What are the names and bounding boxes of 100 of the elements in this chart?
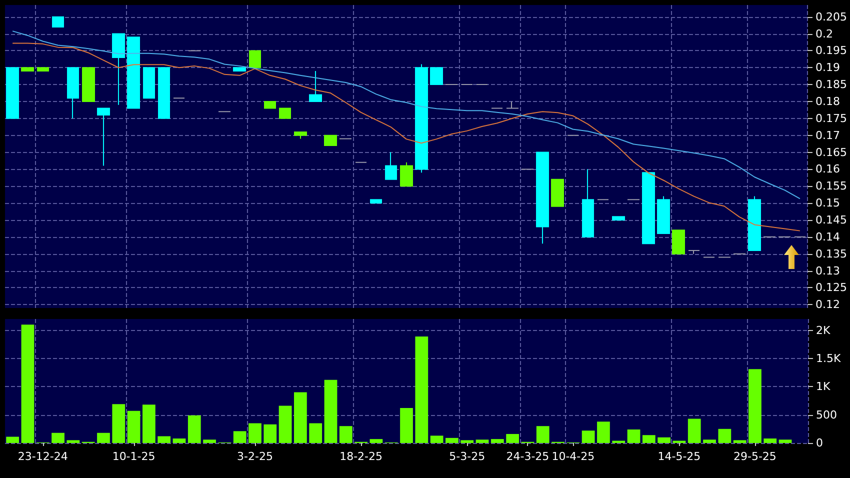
y-tick-label: 1.5K (816, 352, 842, 365)
bar (536, 426, 550, 443)
candlestick (6, 67, 19, 119)
candlestick (82, 67, 95, 102)
bar (66, 440, 80, 443)
candlestick (249, 50, 261, 68)
bar (264, 424, 277, 443)
y-tick-label: 0.195 (816, 44, 848, 58)
candlestick (21, 67, 34, 72)
bar (748, 369, 762, 443)
bar (430, 436, 444, 443)
bar (52, 432, 64, 443)
bar (490, 439, 504, 443)
bar (294, 392, 307, 443)
y-tick-label: 0.16 (816, 162, 840, 176)
y-tick-label: 0.175 (816, 112, 848, 125)
y-tick-label: 0.205 (816, 10, 848, 24)
bar (582, 430, 595, 443)
line-series (12, 30, 800, 200)
bar (642, 435, 656, 443)
candlestick (143, 67, 155, 99)
candlestick (612, 216, 625, 220)
bar (688, 418, 701, 443)
bar (142, 404, 156, 443)
bar (309, 423, 322, 443)
x-tick-label: 23-12-24 (18, 450, 68, 463)
x-tick-label: 14-5-25 (658, 450, 701, 463)
candlestick (37, 67, 49, 72)
y-tick-label: 0.14 (816, 230, 840, 244)
candlestick (688, 250, 700, 254)
candlestick (127, 36, 140, 109)
y-tick-label: 500 (816, 408, 837, 422)
y-tick-label: 0.17 (816, 128, 840, 142)
y-tick-label: 0.12 (816, 298, 840, 312)
bar (733, 440, 746, 443)
candlestick (536, 152, 549, 244)
candlestick (430, 67, 443, 86)
candlestick (158, 67, 170, 119)
bar (703, 440, 716, 443)
candlestick (385, 152, 397, 180)
bar (278, 406, 292, 443)
bar (764, 438, 777, 443)
x-tick-label: 18-2-25 (340, 450, 383, 463)
bar (324, 380, 338, 443)
bar (158, 436, 171, 443)
candlestick (279, 108, 291, 119)
bar (188, 415, 201, 443)
bar (658, 437, 671, 443)
candlestick (506, 100, 519, 109)
candlestick (370, 199, 382, 204)
y-tick-label: 0.165 (816, 146, 848, 159)
candlestick (415, 64, 428, 174)
bar (778, 440, 792, 443)
x-tick-label: 10-4-25 (552, 450, 595, 463)
bar (172, 438, 186, 443)
bar (248, 423, 262, 443)
bar (597, 422, 610, 443)
candlestick (642, 172, 655, 244)
candlestick (233, 67, 246, 72)
y-tick-label: 0 (816, 436, 823, 450)
candlestick (672, 230, 685, 254)
line-series (12, 42, 800, 232)
y-tick-label: 0.185 (816, 78, 848, 92)
bar (6, 436, 20, 443)
x-tick-label: 3-2-25 (237, 450, 273, 463)
candlestick (97, 108, 110, 166)
bar (476, 440, 489, 443)
x-tick-label: 24-3-25 (506, 450, 550, 463)
candlestick (657, 196, 670, 234)
y-tick-label: 0.19 (816, 61, 840, 74)
y-tick-label: 0.135 (816, 247, 848, 260)
candlestick (582, 168, 594, 238)
y-tick-label: 1K (816, 380, 831, 394)
bar (460, 440, 474, 443)
candlestick (294, 131, 307, 140)
candlestick (264, 100, 276, 109)
bar (21, 324, 34, 443)
bar (97, 432, 110, 443)
x-tick-label: 5-3-25 (449, 450, 486, 463)
y-tick-label: 0.13 (816, 264, 840, 278)
candlestick (400, 162, 413, 187)
bar (233, 431, 246, 443)
bar (627, 429, 640, 443)
bar (400, 408, 413, 443)
candlestick (52, 16, 64, 28)
bar (127, 410, 140, 443)
y-tick-label: 0.18 (816, 94, 840, 108)
bar (203, 440, 216, 443)
bar (370, 439, 383, 443)
candlestick (551, 178, 564, 207)
candlestick (748, 196, 761, 251)
bar (415, 336, 428, 443)
y-tick-label: 0.2 (816, 27, 834, 40)
candlestick (112, 33, 125, 106)
bar (112, 404, 126, 443)
bar (446, 438, 458, 443)
y-tick-label: 0.15 (816, 196, 840, 210)
candlestick (67, 67, 79, 119)
x-tick-label: 10-1-25 (112, 450, 156, 463)
y-tick-label: 0.145 (816, 213, 848, 226)
